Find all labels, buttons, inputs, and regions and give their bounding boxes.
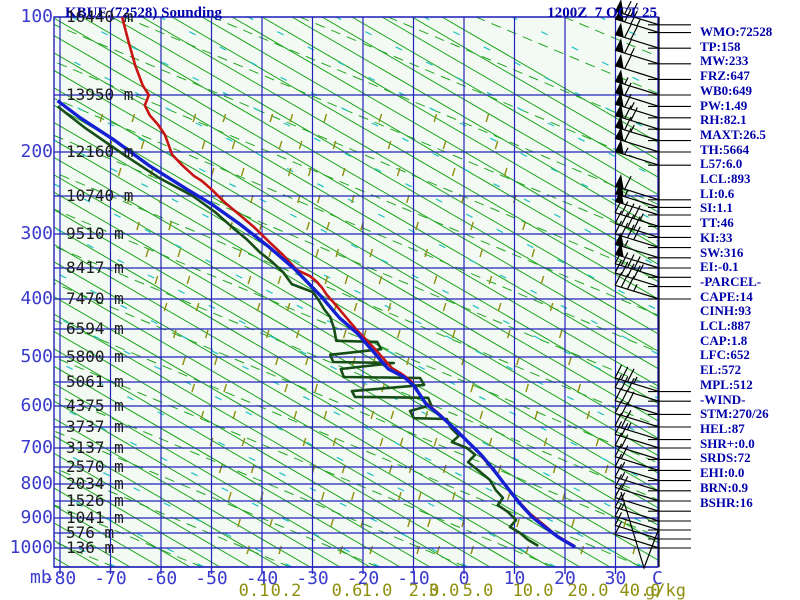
altitude-label: 576 m bbox=[66, 523, 115, 542]
page-title: KBUF (72528) Sounding bbox=[65, 5, 222, 21]
altitude-label: 12160 m bbox=[66, 142, 134, 161]
mixing-ratio-tick-label: 10.0 bbox=[512, 581, 554, 600]
altitude-label: 3137 m bbox=[66, 438, 124, 457]
temperature-tick-label: -40 bbox=[245, 568, 279, 589]
altitude-label: 10740 m bbox=[66, 186, 134, 205]
mixing-ratio-tick-label: 5.0 bbox=[462, 581, 494, 600]
panel-line: EHI:0.0 bbox=[700, 465, 745, 481]
mixing-ratio-tick-label: 0.6 bbox=[331, 581, 363, 600]
temperature-tick-label: -70 bbox=[94, 568, 127, 589]
temperature-tick-label: -60 bbox=[144, 568, 178, 589]
mixing-ratio-tick-label: 20.0 bbox=[567, 581, 609, 600]
temperature-tick-label: 0 bbox=[458, 568, 470, 589]
altitude-label: 2034 m bbox=[66, 474, 124, 493]
panel-line: RH:82.1 bbox=[700, 112, 747, 128]
panel-line: SRDS:72 bbox=[700, 450, 751, 466]
panel-line: TT:46 bbox=[700, 215, 734, 231]
altitude-label: 9510 m bbox=[66, 224, 124, 243]
panel-line: TP:158 bbox=[700, 38, 741, 54]
panel-line: BRN:0.9 bbox=[700, 479, 749, 495]
temperature-tick-label: 20 bbox=[554, 568, 576, 589]
temperature-tick-label: -80 bbox=[43, 568, 77, 589]
panel-line: HEL:87 bbox=[700, 420, 745, 436]
mixing-ratio-tick-label: 0.1 bbox=[238, 581, 270, 600]
pressure-tick-label: 200 bbox=[20, 141, 53, 162]
mixing-ratio-tick-label: 2.0 bbox=[408, 581, 440, 600]
panel-line: TH:5664 bbox=[700, 141, 750, 157]
altitude-label: 6594 m bbox=[66, 319, 124, 338]
panel-line: MW:233 bbox=[700, 53, 749, 69]
panel-line: MAXT:26.5 bbox=[700, 126, 766, 142]
mixing-ratio-tick-label: 0.2 bbox=[270, 581, 302, 600]
altitude-label: 16440 m bbox=[66, 7, 134, 26]
altitude-label: 2570 m bbox=[66, 457, 124, 476]
panel-line: MPL:512 bbox=[700, 376, 753, 392]
altitude-label: 8417 m bbox=[66, 258, 124, 277]
mixing-ratio-unit-label: g/kg bbox=[645, 581, 686, 600]
panel-line: BSHR:16 bbox=[700, 494, 753, 510]
mixing-ratio-tick-label: 3.0 bbox=[428, 581, 460, 600]
pressure-tick-label: 100 bbox=[20, 6, 53, 27]
temperature-tick-label: -30 bbox=[296, 568, 329, 589]
pressure-tick-label: 300 bbox=[20, 223, 53, 244]
panel-line: LCL:893 bbox=[700, 171, 751, 187]
temperature-tick-label: -50 bbox=[195, 568, 228, 589]
panel-line: STM:270/26 bbox=[700, 406, 769, 422]
temperature-tick-label: 30 bbox=[604, 568, 627, 589]
altitude-label: 3737 m bbox=[66, 417, 124, 436]
altitude-label: 1041 m bbox=[66, 508, 124, 527]
pressure-tick-label: 500 bbox=[20, 346, 53, 367]
mixing-ratio-tick-label: 40.0 bbox=[619, 581, 661, 600]
mixing-ratio-tick-label: 1.0 bbox=[361, 581, 393, 600]
pressure-tick-label: 1000 bbox=[9, 537, 53, 558]
panel-line: LFC:652 bbox=[700, 347, 750, 363]
panel-line: SW:316 bbox=[700, 244, 744, 260]
panel-line: LCL:887 bbox=[700, 318, 751, 334]
panel-line: L57:6.0 bbox=[700, 156, 743, 172]
panel-line: WB0:649 bbox=[700, 82, 752, 98]
panel-line: CAPE:14 bbox=[700, 288, 753, 304]
pressure-unit-label: mb bbox=[30, 567, 52, 588]
altitude-label: 1526 m bbox=[66, 491, 124, 510]
indices-panel: WMO:72528 TP:158 MW:233 FRZ:647 WB0:649 PW:1.… bbox=[700, 24, 773, 510]
panel-line: EI:-0.1 bbox=[700, 259, 739, 275]
pressure-tick-label: 900 bbox=[20, 507, 53, 528]
pressure-tick-label: 700 bbox=[20, 437, 53, 458]
altitude-label: 7470 m bbox=[66, 289, 124, 308]
altitude-label: 13950 m bbox=[66, 85, 134, 104]
panel-line: CINH:93 bbox=[700, 303, 752, 319]
valid-time: 1200Z 7 OCT 25 bbox=[547, 5, 657, 21]
pressure-tick-label: 600 bbox=[20, 395, 53, 416]
panel-line: -PARCEL- bbox=[700, 273, 762, 289]
temperature-unit-label: C bbox=[652, 568, 663, 589]
altitude-label: 5061 m bbox=[66, 372, 124, 391]
panel-line: LI:0.6 bbox=[700, 185, 735, 201]
panel-line: -WIND- bbox=[700, 391, 746, 407]
temperature-tick-label: -10 bbox=[397, 568, 430, 589]
panel-line: KI:33 bbox=[700, 229, 733, 245]
panel-line: SI:1.1 bbox=[700, 200, 733, 216]
pressure-tick-label: 800 bbox=[20, 473, 53, 494]
altitude-label: 136 m bbox=[66, 538, 115, 557]
panel-line: FRZ:647 bbox=[700, 68, 750, 84]
panel-line: WMO:72528 bbox=[700, 24, 773, 39]
altitude-label: 5800 m bbox=[66, 347, 124, 366]
temperature-tick-label: -20 bbox=[346, 568, 380, 589]
altitude-label: 4375 m bbox=[66, 396, 124, 415]
pressure-tick-label: 400 bbox=[20, 288, 53, 309]
panel-line: EL:572 bbox=[700, 362, 742, 378]
panel-line: SHR+:0.0 bbox=[700, 435, 755, 451]
panel-line: PW:1.49 bbox=[700, 97, 748, 113]
temperature-tick-label: 10 bbox=[503, 568, 526, 589]
panel-line: CAP:1.8 bbox=[700, 332, 748, 348]
